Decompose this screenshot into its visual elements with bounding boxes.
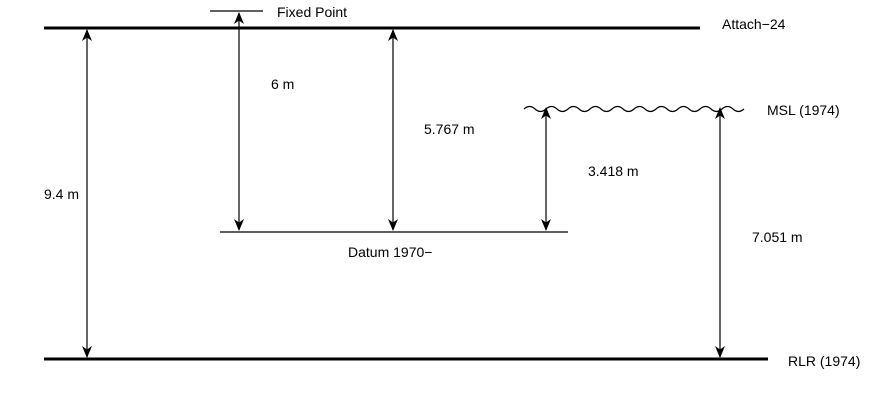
- label-msl-to-rlr: 7.051 m: [752, 229, 803, 245]
- label-fixed-point-to-datum: 6 m: [271, 76, 294, 92]
- label-fixed-point: Fixed Point: [277, 4, 347, 20]
- label-datum: Datum 1970−: [348, 244, 432, 260]
- msl-wave-line: [523, 105, 745, 113]
- label-rlr: RLR (1974): [788, 353, 860, 369]
- label-attach-to-datum: 5.767 m: [424, 121, 475, 137]
- label-attach: Attach−24: [722, 16, 786, 32]
- label-msl-to-datum: 3.418 m: [588, 163, 639, 179]
- label-msl: MSL (1974): [767, 102, 840, 118]
- label-attach-to-rlr: 9.4 m: [44, 186, 79, 202]
